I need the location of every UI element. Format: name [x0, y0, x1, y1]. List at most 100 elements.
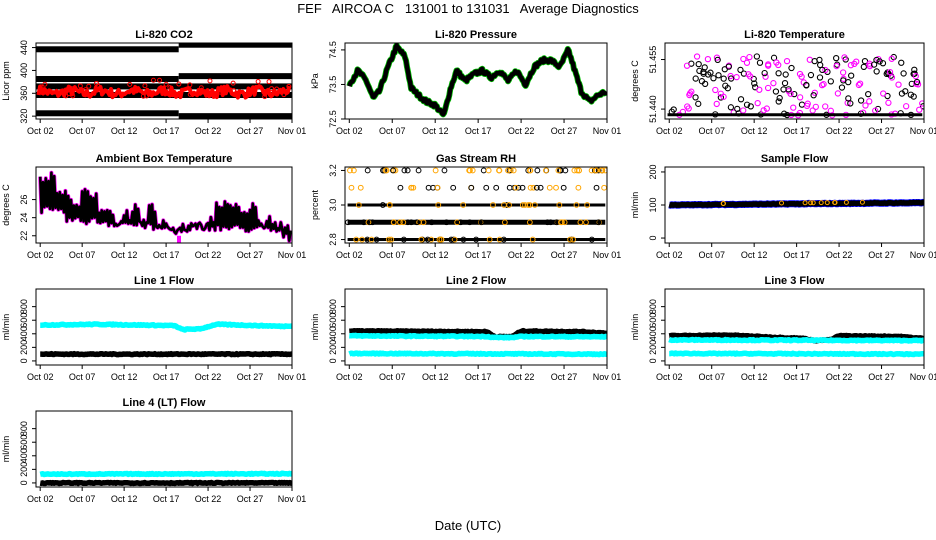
- point-temperature: [819, 66, 826, 74]
- x-tick-label: Oct 27: [551, 126, 578, 136]
- series-lower: [667, 350, 924, 358]
- point-rh: [527, 167, 534, 174]
- point-rh: [546, 184, 553, 191]
- point-sample-air: [262, 94, 268, 100]
- point-temperature: [764, 84, 772, 92]
- x-tick-label: Oct 17: [783, 250, 810, 260]
- point-temperature: [785, 86, 792, 93]
- y-tick-label: 800: [19, 299, 29, 314]
- x-tick-label: Oct 22: [826, 250, 853, 260]
- y-tick-label: 800: [19, 421, 29, 436]
- x-tick-label: Oct 17: [153, 494, 180, 504]
- point-rh: [469, 167, 476, 174]
- plot-area-ambient: [38, 170, 292, 243]
- point-temperature: [782, 71, 789, 78]
- x-tick-label: Nov 01: [910, 372, 936, 382]
- point-sample-flow: [810, 200, 816, 206]
- plot-area-line2: [347, 327, 607, 358]
- point-rh: [595, 167, 602, 174]
- point-rh: [373, 236, 380, 243]
- point-sample-air: [95, 83, 101, 89]
- series-upper: [347, 327, 607, 341]
- point-temperature: [701, 80, 709, 88]
- x-tick-label: Oct 02: [27, 250, 54, 260]
- point-sample-air: [274, 86, 280, 92]
- point-rh: [369, 219, 376, 226]
- point-temperature: [827, 78, 834, 85]
- point-temperature: [791, 90, 798, 98]
- x-tick-label: Oct 22: [508, 372, 535, 382]
- y-tick-label: 400: [19, 63, 29, 78]
- point-sample-air: [230, 80, 236, 86]
- point-temperature: [712, 86, 719, 94]
- point-rh: [575, 184, 582, 191]
- x-tick-label: Oct 22: [508, 250, 535, 260]
- point-rh: [404, 167, 411, 174]
- series-base: [38, 350, 292, 358]
- point-temperature: [816, 56, 823, 64]
- point-rh: [441, 167, 448, 174]
- point-rh: [485, 167, 492, 174]
- point-rh: [506, 184, 513, 191]
- y-axis-label: kPa: [310, 73, 320, 89]
- x-tick-label: Oct 17: [465, 372, 492, 382]
- point-temperature: [856, 80, 864, 87]
- point-temperature: [816, 74, 824, 81]
- series-band: [178, 43, 292, 48]
- point-rh: [428, 219, 435, 226]
- panel-pressure: Li-820 Pressure kPa 72.5 73.5 74.5 Oct 02 Oct …: [310, 29, 621, 136]
- x-tick-label: Oct 12: [422, 372, 449, 382]
- point-rh: [347, 167, 353, 174]
- point-temperature: [873, 68, 880, 75]
- series-line-flow: [38, 321, 292, 333]
- point-temperature: [853, 58, 860, 65]
- point-temperature: [725, 63, 732, 70]
- point-rh: [348, 184, 355, 191]
- point-temperature: [861, 57, 869, 65]
- y-tick-label: 400: [19, 448, 29, 463]
- point-rh: [388, 236, 395, 243]
- point-temperature: [753, 53, 761, 60]
- y-axis-label: ml/min: [630, 192, 640, 219]
- point-rh: [588, 167, 595, 174]
- x-tick-label: Oct 22: [508, 126, 535, 136]
- point-sample-air: [69, 91, 75, 97]
- point-temperature: [908, 80, 915, 88]
- y-tick-label: 0: [19, 358, 29, 363]
- point-rh: [496, 236, 503, 243]
- point-temperature: [810, 92, 817, 99]
- point-temperature: [743, 101, 751, 108]
- point-temperature: [820, 81, 827, 88]
- y-tick-label: 0: [328, 358, 338, 363]
- x-tick-label: Oct 27: [551, 372, 578, 382]
- point-sample-air: [66, 91, 72, 97]
- y-axis-label: ml/min: [310, 314, 320, 341]
- point-temperature: [764, 61, 772, 68]
- plot-area-li820temp: [667, 53, 924, 119]
- x-tick-label: Oct 22: [826, 372, 853, 382]
- point-rh: [500, 236, 507, 243]
- x-tick-label: Oct 17: [783, 372, 810, 382]
- point-rh: [505, 167, 511, 174]
- point-rh: [542, 167, 549, 174]
- plot-frame: [664, 288, 925, 366]
- point-temperature: [847, 100, 854, 107]
- y-tick-label: 3.2: [328, 164, 338, 177]
- point-rh: [547, 219, 554, 226]
- point-rh: [400, 236, 407, 243]
- y-tick-label: 400: [648, 326, 658, 341]
- point-temperature: [746, 53, 753, 61]
- plot-frame: [344, 42, 608, 120]
- point-rh: [561, 219, 568, 226]
- x-tick-label: Oct 27: [237, 126, 264, 136]
- point-rh: [468, 184, 475, 191]
- point-temperature: [880, 90, 887, 97]
- point-temperature: [743, 59, 751, 66]
- point-rh: [460, 236, 467, 243]
- point-rh: [350, 167, 357, 174]
- point-rh: [558, 167, 564, 174]
- x-tick-label: Oct 27: [237, 372, 264, 382]
